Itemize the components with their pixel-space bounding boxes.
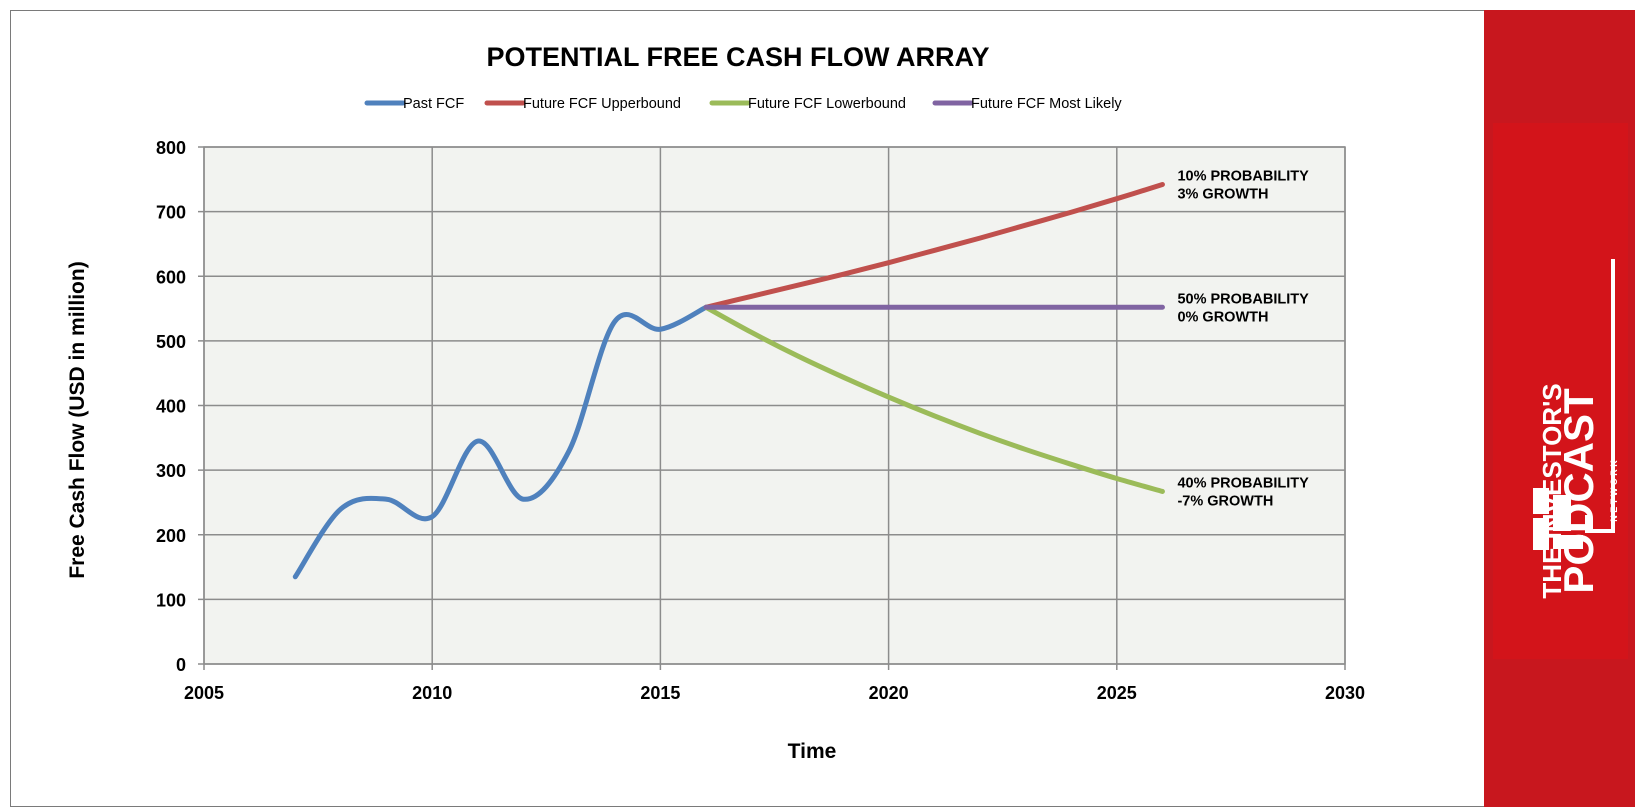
annotation-growth: 0% GROWTH (1177, 309, 1268, 325)
grid-lines (198, 146, 1346, 670)
y-axis-label: Free Cash Flow (USD in million) (66, 261, 89, 578)
y-tick-label: 0 (176, 655, 186, 675)
x-tick-label: 2005 (184, 683, 224, 703)
y-tick-label: 300 (156, 461, 186, 481)
y-axis-ticks: 0 100 200 300 400 500 600 700 800 (156, 138, 186, 675)
annotation-growth: 3% GROWTH (1177, 186, 1268, 202)
legend-label: Past FCF (403, 96, 464, 112)
legend-label: Future FCF Upperbound (523, 96, 681, 112)
annotation-probability: 40% PROBABILITY (1177, 475, 1309, 491)
y-tick-label: 500 (156, 332, 186, 352)
annotation-growth: -7% GROWTH (1177, 493, 1273, 509)
x-tick-label: 2015 (640, 683, 680, 703)
probability-annotations: 10% PROBABILITY 3% GROWTH 50% PROBABILITY 0… (1177, 168, 1309, 509)
y-tick-label: 600 (156, 267, 186, 287)
chart-title: POTENTIAL FREE CASH FLOW ARRAY (486, 42, 989, 72)
investors-podcast-logo: THE INVESTOR'S PODCAST N E T W O R K (1493, 123, 1628, 659)
x-axis-ticks: 2005 2010 2015 2020 2025 2030 (184, 683, 1365, 703)
y-tick-label: 200 (156, 526, 186, 546)
legend-label: Future FCF Lowerbound (748, 96, 906, 112)
series-line-past (292, 304, 709, 580)
x-tick-label: 2020 (869, 683, 909, 703)
x-axis-label: Time (788, 740, 837, 763)
logo-line-2: PODCAST (1555, 388, 1602, 594)
annotation-probability: 10% PROBABILITY (1177, 168, 1309, 184)
y-tick-label: 400 (156, 397, 186, 417)
series-line-upper (703, 181, 1165, 310)
x-tick-label: 2010 (412, 683, 452, 703)
y-tick-label: 100 (156, 590, 186, 610)
x-tick-label: 2025 (1097, 683, 1137, 703)
series-line-lower (703, 304, 1165, 494)
annotation-probability: 50% PROBABILITY (1177, 291, 1309, 307)
y-tick-label: 700 (156, 203, 186, 223)
fcf-line-chart: POTENTIAL FREE CASH FLOW ARRAY Past FCF F… (66, 42, 1365, 763)
y-tick-label: 800 (156, 138, 186, 158)
chart-legend: Past FCF Future FCF Upperbound Future FCF … (364, 96, 1122, 112)
legend-label: Future FCF Most Likely (971, 96, 1122, 112)
logo-mark-icon (1533, 259, 1615, 550)
series-lines (292, 181, 1165, 580)
x-tick-label: 2030 (1325, 683, 1365, 703)
